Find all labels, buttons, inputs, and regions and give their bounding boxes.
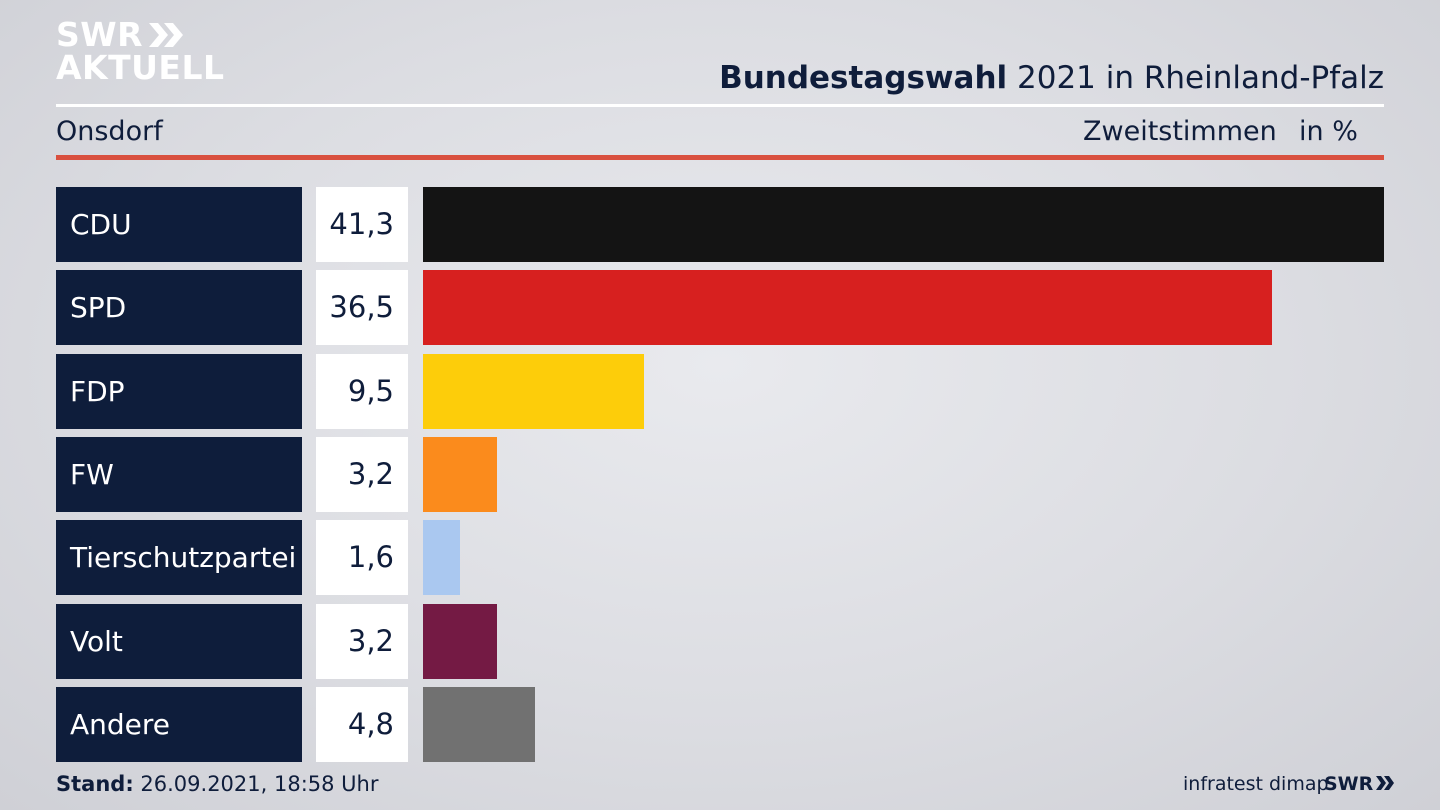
page-title: Bundestagswahl 2021 in Rheinland-Pfalz	[719, 58, 1384, 98]
bar-row: SPD 36,5	[56, 270, 1384, 345]
title-rest: 2021 in Rheinland-Pfalz	[1007, 60, 1384, 96]
double-chevron-small-icon	[1376, 776, 1395, 790]
region-name: Onsdorf	[56, 116, 163, 147]
bar	[423, 187, 1384, 262]
party-label: Tierschutzpartei	[56, 520, 302, 595]
bar-row: Volt 3,2	[56, 604, 1384, 679]
party-label: Volt	[56, 604, 302, 679]
logo-line-2: AKTUELL	[56, 48, 225, 87]
source-credit: infratest dimap	[1183, 773, 1329, 795]
value-label: 41,3	[316, 187, 408, 262]
bar	[423, 687, 535, 762]
bar-row: FW 3,2	[56, 437, 1384, 512]
stand-label: Stand:	[56, 772, 134, 796]
bar	[423, 270, 1272, 345]
party-label: CDU	[56, 187, 302, 262]
unit-label: in %	[1299, 116, 1358, 147]
value-label: 36,5	[316, 270, 408, 345]
bar	[423, 437, 497, 512]
timestamp: Stand: 26.09.2021, 18:58 Uhr	[56, 770, 379, 798]
header-divider	[56, 104, 1384, 107]
metric-label: Zweitstimmen	[1083, 116, 1277, 147]
swr-small-text: SWR	[1324, 773, 1374, 795]
value-label: 3,2	[316, 604, 408, 679]
value-label: 9,5	[316, 354, 408, 429]
party-label: Andere	[56, 687, 302, 762]
accent-divider	[56, 155, 1384, 160]
bar-row: Tierschutzpartei 1,6	[56, 520, 1384, 595]
stand-value: 26.09.2021, 18:58 Uhr	[133, 772, 379, 796]
party-label: SPD	[56, 270, 302, 345]
bar	[423, 520, 460, 595]
logo-line-1: SWR	[56, 18, 226, 51]
bar-row: Andere 4,8	[56, 687, 1384, 762]
value-label: 1,6	[316, 520, 408, 595]
swr-small-logo: SWR	[1324, 770, 1395, 798]
bar-row: CDU 41,3	[56, 187, 1384, 262]
logo-swr-text: SWR	[56, 15, 144, 54]
double-chevron-icon	[149, 22, 184, 47]
swr-aktuell-logo: SWR AKTUELL	[56, 18, 226, 90]
value-label: 4,8	[316, 687, 408, 762]
title-bold: Bundestagswahl	[719, 60, 1008, 96]
bar-row: FDP 9,5	[56, 354, 1384, 429]
party-label: FDP	[56, 354, 302, 429]
bar	[423, 604, 497, 679]
value-label: 3,2	[316, 437, 408, 512]
bar	[423, 354, 644, 429]
party-label: FW	[56, 437, 302, 512]
